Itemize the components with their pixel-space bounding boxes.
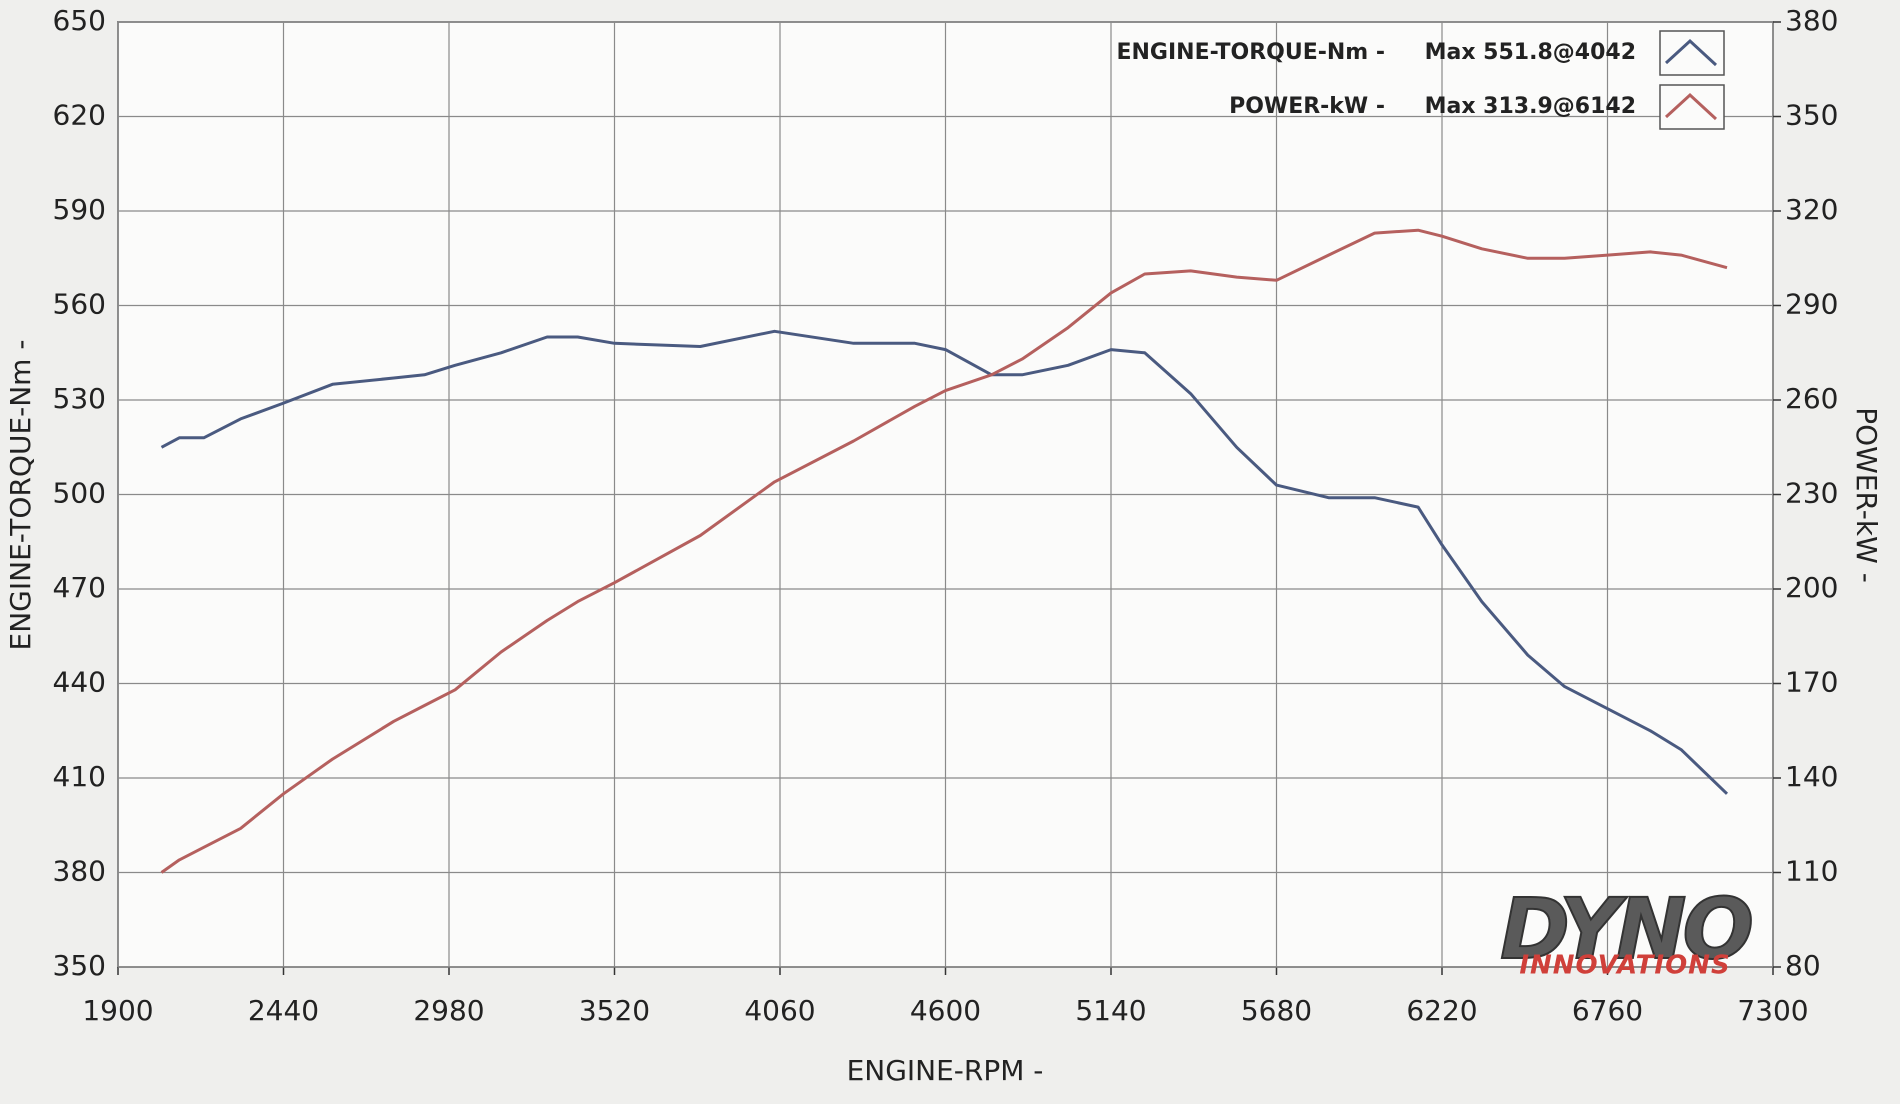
y-tick-label: 620 (53, 99, 106, 132)
y-tick-label: 440 (53, 666, 106, 699)
y2-tick-label: 80 (1785, 949, 1821, 982)
y-axis-label: ENGINE-TORQUE-Nm - (4, 340, 37, 651)
x-tick-label: 5140 (1075, 994, 1146, 1027)
y2-tick-label: 380 (1785, 4, 1838, 37)
y2-tick-label: 230 (1785, 477, 1838, 510)
legend-label: POWER-kW - (1229, 94, 1385, 119)
x-axis-label: ENGINE-RPM - (847, 1054, 1044, 1087)
y2-tick-label: 350 (1785, 99, 1838, 132)
x-tick-label: 1900 (82, 994, 153, 1027)
x-tick-label: 4600 (910, 994, 981, 1027)
series-line (160, 228, 1728, 874)
x-tick-label: 7300 (1737, 994, 1808, 1027)
y2-tick-label: 140 (1785, 760, 1838, 793)
x-tick-label: 4060 (744, 994, 815, 1027)
legend-box (1659, 30, 1725, 76)
logo-sub: INNOVATIONS (1519, 951, 1730, 981)
legend-swatch (1664, 92, 1718, 121)
x-tick-label: 2980 (413, 994, 484, 1027)
y-tick-label: 350 (53, 949, 106, 982)
legend-label: ENGINE-TORQUE-Nm - (1116, 40, 1385, 65)
y-tick-label: 410 (53, 760, 106, 793)
x-tick-label: 3520 (579, 994, 650, 1027)
grid: 1900 2440 2980 3520 4060 4600 5140 5680 6220 6760… (53, 4, 1839, 1027)
y2-tick-label: 200 (1785, 571, 1838, 604)
x-tick-label: 2440 (248, 994, 319, 1027)
legend-note: Max 551.8@4042 (1425, 40, 1636, 65)
y2-tick-label: 290 (1785, 288, 1838, 321)
y2-axis-label: POWER-kW - (1850, 407, 1883, 583)
y2-tick-label: 170 (1785, 666, 1838, 699)
y-tick-label: 560 (53, 288, 106, 321)
logo-main: DYNO (1500, 880, 1751, 978)
marks: ENGINE-TORQUE-Nm - Max 551.8@4042 POWER-kW… (160, 30, 1729, 874)
y-tick-label: 650 (53, 4, 106, 37)
y-tick-label: 380 (53, 855, 106, 888)
x-tick-label: 5680 (1241, 994, 1312, 1027)
y2-tick-label: 110 (1785, 855, 1838, 888)
y-tick-label: 530 (53, 382, 106, 415)
y2-tick-label: 320 (1785, 193, 1838, 226)
legend-swatch (1664, 38, 1718, 67)
legend-note: Max 313.9@6142 (1425, 94, 1636, 119)
y-tick-label: 590 (53, 193, 106, 226)
legend-box (1659, 84, 1725, 130)
y2-tick-label: 260 (1785, 382, 1838, 415)
x-tick-label: 6760 (1572, 994, 1643, 1027)
y-tick-label: 500 (53, 477, 106, 510)
x-tick-label: 6220 (1406, 994, 1477, 1027)
y-tick-label: 470 (53, 571, 106, 604)
